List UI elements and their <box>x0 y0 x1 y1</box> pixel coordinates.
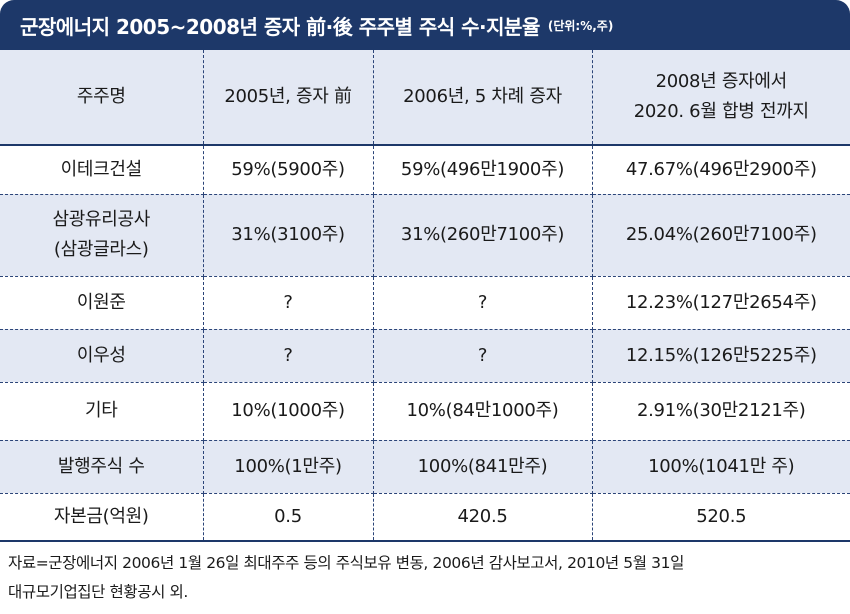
shareholder-name: 발행주식 수 <box>0 440 204 494</box>
shareholder-name: 자본금(억원) <box>0 493 204 542</box>
value-2005: ? <box>202 276 374 330</box>
value-2006: ? <box>372 329 593 383</box>
shareholder-name-line2: (삼광글라스) <box>53 239 149 260</box>
header-2005: 2005년, 증자 前 <box>202 50 374 146</box>
table-row: 이우성 ? ? 12.15%(126만5225주) <box>0 329 850 383</box>
value-2008: 520.5 <box>591 493 850 542</box>
value-2005: ? <box>202 329 374 383</box>
header-2008-line2: 2020. 6월 합병 전까지 <box>633 101 809 122</box>
table-row: 기타 10%(1000주) 10%(84만1000주) 2.91%(30만212… <box>0 382 850 441</box>
shareholder-name-line1: 삼광유리공사 <box>52 209 151 230</box>
value-2008: 47.67%(496만2900주) <box>591 145 850 195</box>
header-shareholder: 주주명 <box>0 50 204 146</box>
value-2008: 2.91%(30만2121주) <box>591 382 850 441</box>
value-2008: 100%(1041만 주) <box>591 440 850 494</box>
table-title: 군장에너지 2005~2008년 증자 前·後 주주별 주식 수·지분율 <box>20 14 540 39</box>
header-row: 주주명 2005년, 증자 前 2006년, 5 차례 증자 2008년 증자에… <box>0 50 850 146</box>
footnote-line1: 자료=군장에너지 2006년 1월 26일 최대주주 등의 주식보유 변동, 2… <box>8 554 684 572</box>
shareholder-name: 기타 <box>0 382 204 441</box>
value-2008: 12.15%(126만5225주) <box>591 329 850 383</box>
header-2008-line1: 2008년 증자에서 <box>655 71 788 92</box>
table-row: 발행주식 수 100%(1만주) 100%(841만주) 100%(1041만 … <box>0 440 850 494</box>
value-2005: 10%(1000주) <box>202 382 374 441</box>
value-2006: 10%(84만1000주) <box>372 382 593 441</box>
footnote-line2: 대규모기업집단 현황공시 외. <box>8 583 188 601</box>
source-footnote: 자료=군장에너지 2006년 1월 26일 최대주주 등의 주식보유 변동, 2… <box>8 549 844 607</box>
shareholder-name: 이테크건설 <box>0 145 204 195</box>
table-row: 이테크건설 59%(5900주) 59%(496만1900주) 47.67%(4… <box>0 145 850 195</box>
value-2005: 59%(5900주) <box>202 145 374 195</box>
table-row: 자본금(억원) 0.5 420.5 520.5 <box>0 493 850 542</box>
value-2006: 420.5 <box>372 493 593 542</box>
table-row: 삼광유리공사 (삼광글라스) 31%(3100주) 31%(260만7100주)… <box>0 194 850 277</box>
value-2006: 59%(496만1900주) <box>372 145 593 195</box>
table-row: 이원준 ? ? 12.23%(127만2654주) <box>0 276 850 330</box>
value-2006: 31%(260만7100주) <box>372 194 593 277</box>
header-2008: 2008년 증자에서 2020. 6월 합병 전까지 <box>591 50 850 146</box>
value-2005: 31%(3100주) <box>202 194 374 277</box>
value-2005: 100%(1만주) <box>202 440 374 494</box>
value-2006: 100%(841만주) <box>372 440 593 494</box>
header-2006: 2006년, 5 차례 증자 <box>372 50 593 146</box>
value-2006: ? <box>372 276 593 330</box>
shareholder-name: 이원준 <box>0 276 204 330</box>
value-2008: 25.04%(260만7100주) <box>591 194 850 277</box>
shareholder-name: 삼광유리공사 (삼광글라스) <box>0 194 204 277</box>
title-bar: 군장에너지 2005~2008년 증자 前·後 주주별 주식 수·지분율 (단위… <box>0 0 850 50</box>
shareholder-name: 이우성 <box>0 329 204 383</box>
unit-note: (단위:%,주) <box>547 18 614 33</box>
value-2008: 12.23%(127만2654주) <box>591 276 850 330</box>
value-2005: 0.5 <box>202 493 374 542</box>
shareholder-table: 주주명 2005년, 증자 前 2006년, 5 차례 증자 2008년 증자에… <box>0 50 850 542</box>
